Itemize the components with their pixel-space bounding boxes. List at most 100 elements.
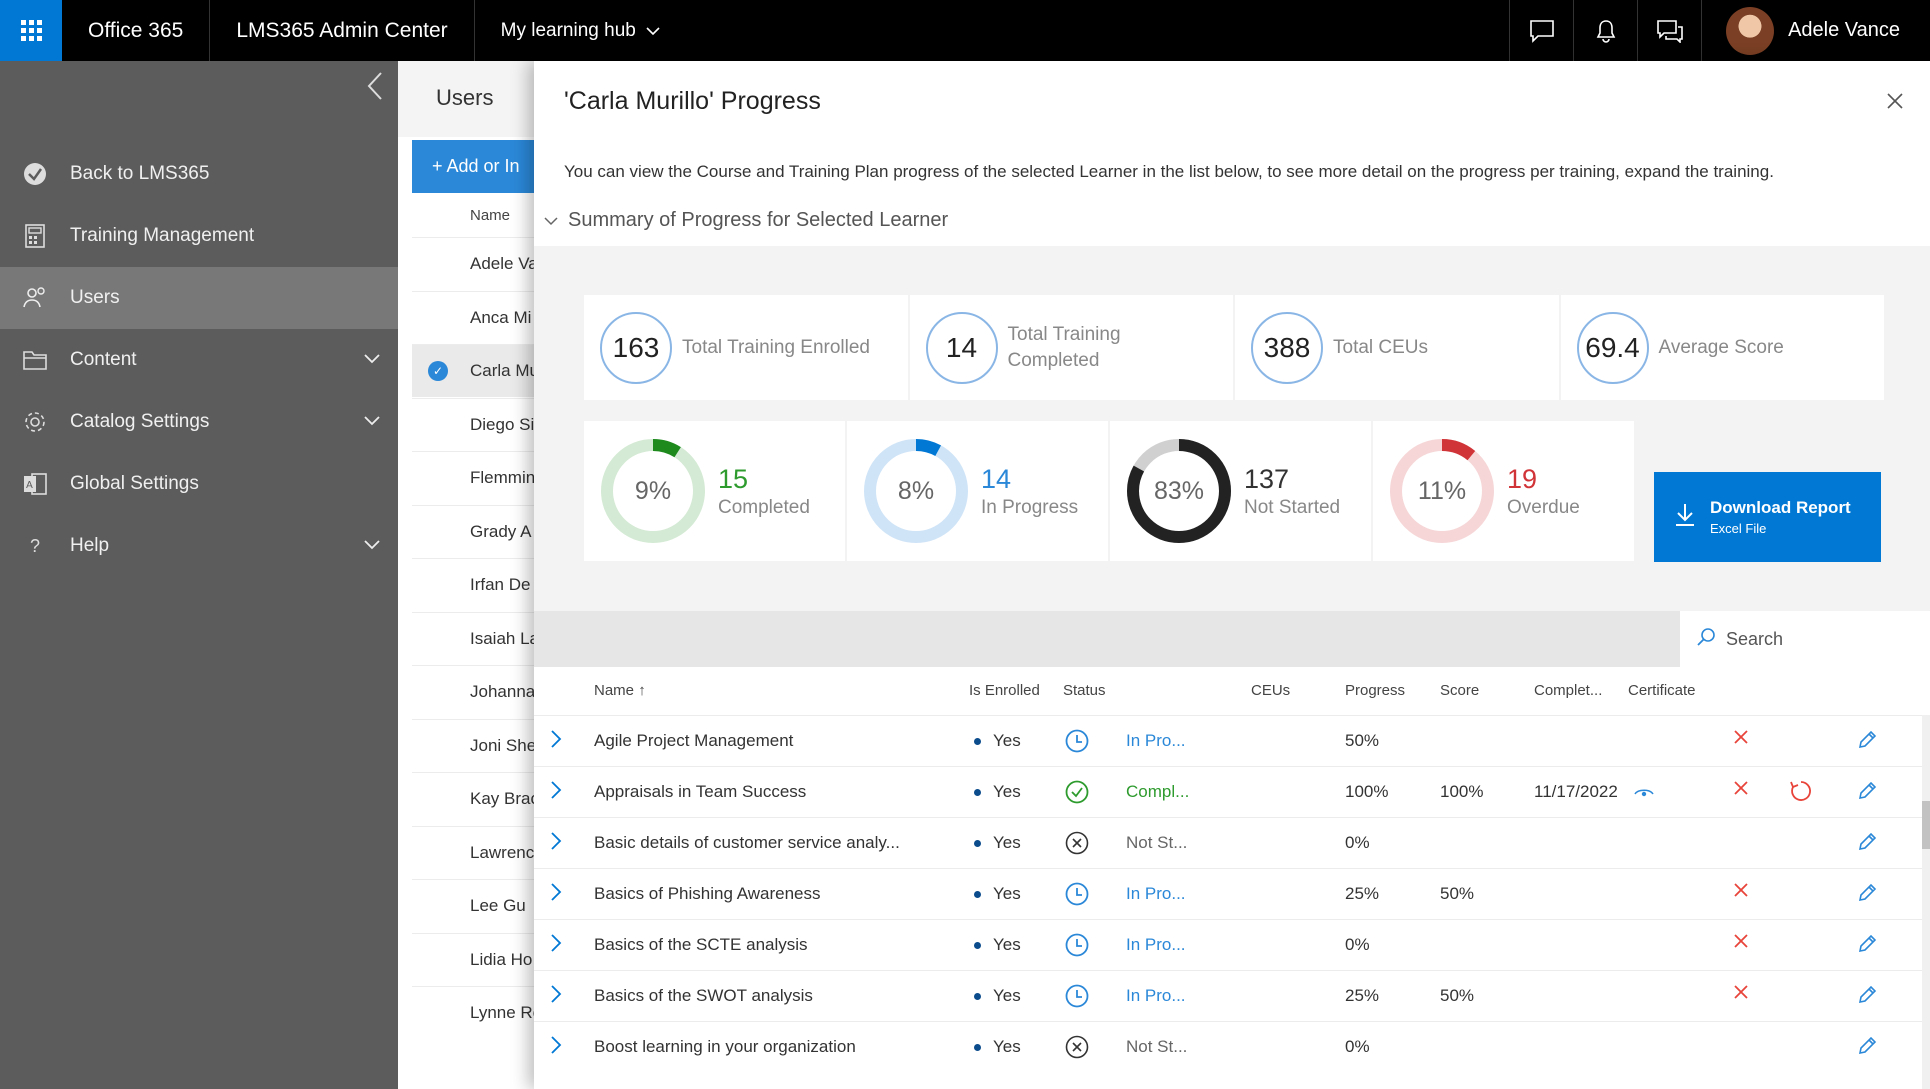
table-row[interactable]: Agile Project Management Yes In Pro... 50%	[534, 715, 1922, 766]
kpi-label: Total Training Completed	[1007, 323, 1121, 371]
user-name: Kay Brac	[470, 789, 538, 808]
edit-pencil-icon[interactable]	[1856, 780, 1878, 807]
chevron-right-icon[interactable]	[550, 984, 562, 1010]
reset-icon[interactable]	[1788, 778, 1814, 809]
enrolled-value: Yes	[993, 782, 1021, 801]
nav-label: Help	[70, 535, 110, 556]
user-list-row[interactable]: Lawrenc	[412, 825, 538, 879]
download-report-button[interactable]: Download Report Excel File	[1654, 472, 1881, 562]
edit-pencil-icon[interactable]	[1856, 1035, 1878, 1062]
donut-arc	[1127, 439, 1231, 543]
edit-pencil-icon[interactable]	[1856, 729, 1878, 756]
bell-icon[interactable]	[1573, 0, 1637, 61]
kpi-value: 388	[1251, 311, 1323, 384]
score-column-header[interactable]: Score	[1440, 682, 1480, 699]
grid-scrollbar[interactable]	[1922, 715, 1930, 1089]
name-column-header[interactable]: Name	[470, 207, 511, 224]
collapse-nav-icon[interactable]	[366, 71, 384, 109]
chevron-right-icon[interactable]	[550, 1035, 562, 1061]
table-row[interactable]: Basics of Phishing Awareness Yes In Pro...…	[534, 868, 1922, 919]
chevron-right-icon[interactable]	[550, 933, 562, 959]
user-list-row[interactable]: Grady A	[412, 504, 538, 558]
chevron-right-icon[interactable]	[550, 780, 562, 806]
learning-hub-dropdown[interactable]: My learning hub	[475, 0, 686, 61]
admin-center-link[interactable]: LMS365 Admin Center	[210, 0, 475, 61]
nav-back-to-lms365[interactable]: Back to LMS365	[0, 143, 398, 205]
checkmark-icon: ✓	[428, 361, 448, 381]
search-input[interactable]: Search	[1680, 611, 1930, 667]
user-list-row[interactable]: Johanna	[412, 665, 538, 718]
nav-help[interactable]: ? Help	[0, 515, 398, 577]
table-row[interactable]: Basics of the SWOT analysis Yes In Pro... 2…	[534, 970, 1922, 1021]
edit-pencil-icon[interactable]	[1856, 984, 1878, 1011]
progress-value: 0%	[1345, 833, 1370, 852]
edit-pencil-icon[interactable]	[1856, 831, 1878, 858]
eye-icon[interactable]	[1634, 783, 1654, 803]
unenroll-x-icon[interactable]	[1732, 777, 1750, 803]
certificate-column-header[interactable]: Certificate	[1628, 682, 1696, 699]
status-column-header[interactable]: Status	[1063, 682, 1106, 699]
completed-date: 11/17/2022	[1534, 782, 1618, 801]
left-navigation: Back to LMS365 Training Management Users…	[0, 61, 398, 1089]
completed-column-header[interactable]: Complet...	[1534, 682, 1603, 699]
enrolled-cell: Yes	[974, 731, 1021, 751]
chat-icon[interactable]	[1509, 0, 1573, 61]
table-row[interactable]: Boost learning in your organization Yes No…	[534, 1021, 1922, 1072]
edit-pencil-icon[interactable]	[1856, 933, 1878, 960]
user-menu[interactable]: Adele Vance	[1701, 0, 1930, 61]
unenroll-x-icon[interactable]	[1732, 930, 1750, 956]
kpi-card: 163 Total Training Enrolled	[584, 295, 908, 400]
nav-label: Training Management	[70, 225, 255, 246]
kpi-label: Total Training Enrolled	[682, 336, 870, 358]
edit-pencil-icon[interactable]	[1856, 882, 1878, 909]
unenroll-x-icon[interactable]	[1732, 879, 1750, 905]
feedback-icon[interactable]	[1637, 0, 1701, 61]
progress-column-header[interactable]: Progress	[1345, 682, 1406, 699]
chevron-right-icon[interactable]	[550, 882, 562, 908]
nav-label: Back to LMS365	[70, 163, 210, 184]
user-list-row[interactable]: ✓ Carla Mu	[412, 344, 538, 397]
user-list-row[interactable]: Kay Brac	[412, 772, 538, 825]
user-list-row[interactable]: Isaiah La	[412, 611, 538, 665]
donut-arc	[601, 439, 705, 543]
nav-training-management[interactable]: Training Management	[0, 205, 398, 267]
user-list-row[interactable]: Adele Va	[412, 237, 538, 290]
summary-toggle[interactable]: Summary of Progress for Selected Learner	[544, 209, 948, 232]
kpi-label: Average Score	[1658, 336, 1784, 358]
close-icon[interactable]	[1886, 89, 1904, 117]
table-row[interactable]: Basics of the SCTE analysis Yes In Pro... 0…	[534, 919, 1922, 970]
user-list-row[interactable]: Lidia Ho	[412, 932, 538, 986]
user-list-row[interactable]: Diego Si	[412, 397, 538, 451]
user-list-row[interactable]: Anca Mi	[412, 290, 538, 344]
user-list-row[interactable]: Lynne Ro	[412, 986, 538, 1039]
office-365-link[interactable]: Office 365	[62, 0, 211, 61]
bullet-icon	[974, 789, 981, 797]
scrollbar-thumb[interactable]	[1922, 801, 1930, 849]
nav-content[interactable]: Content	[0, 329, 398, 391]
name-column-header[interactable]: Name ↑	[594, 682, 646, 699]
app-launcher-button[interactable]	[0, 0, 62, 61]
donut-label: Overdue	[1507, 497, 1580, 518]
unenroll-x-icon[interactable]	[1732, 726, 1750, 752]
nav-users[interactable]: Users	[0, 267, 398, 329]
ceus-column-header[interactable]: CEUs	[1251, 682, 1291, 699]
user-list-row[interactable]: Joni She	[412, 718, 538, 772]
chevron-right-icon[interactable]	[550, 729, 562, 755]
nav-global-settings[interactable]: A Global Settings	[0, 453, 398, 515]
unenroll-x-icon[interactable]	[1732, 981, 1750, 1007]
table-row[interactable]: Basic details of customer service analy.…	[534, 817, 1922, 868]
table-row[interactable]: Appraisals in Team Success Yes Compl... 100…	[534, 766, 1922, 817]
training-name: Basic details of customer service analy.…	[594, 833, 900, 852]
donut-count: 15	[718, 464, 749, 494]
nav-label: Catalog Settings	[70, 411, 210, 432]
grid-header: Name ↑ Is Enrolled Status CEUs Progress …	[534, 667, 1930, 715]
nav-catalog-settings[interactable]: Catalog Settings	[0, 391, 398, 453]
kpi-value: 14	[925, 311, 998, 384]
enrolled-column-header[interactable]: Is Enrolled	[969, 682, 1040, 699]
user-list-row[interactable]: Lee Gu	[412, 879, 538, 932]
chevron-down-icon	[364, 413, 380, 431]
add-or-invite-button[interactable]: + Add or In	[412, 140, 542, 193]
user-list-row[interactable]: Irfan De	[412, 558, 538, 611]
chevron-right-icon[interactable]	[550, 831, 562, 857]
user-list-row[interactable]: Flemmin	[412, 451, 538, 504]
